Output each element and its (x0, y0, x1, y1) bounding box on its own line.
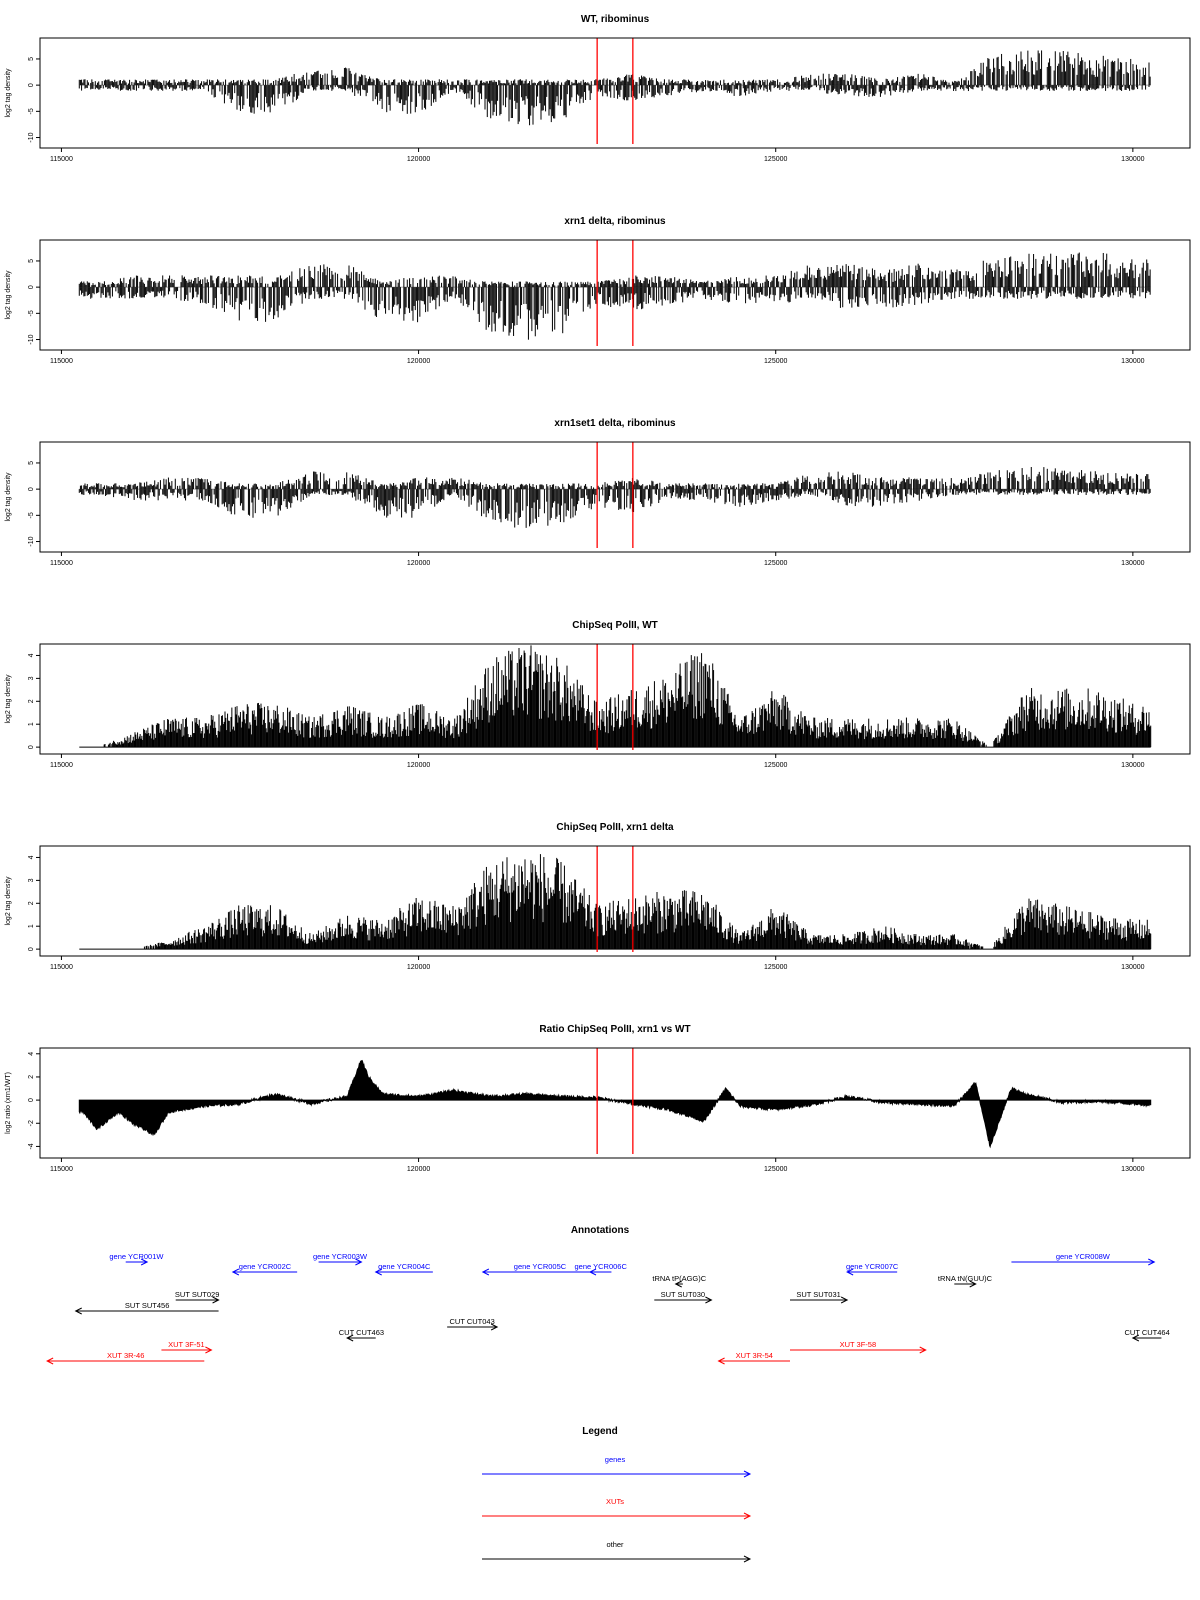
y-tick-label: 5 (28, 57, 35, 61)
plot-frame (39, 441, 1191, 553)
chart-panel-1: WT, ribominus log2 tag density 5 0 -5 -10 1150… (5, 14, 1191, 163)
x-tick-label: 120000 (407, 560, 430, 567)
x-tick-label: 125000 (764, 358, 787, 365)
x-tick-label: 115000 (50, 156, 73, 163)
x-tick-label: 130000 (1121, 358, 1144, 365)
x-tick-label: 115000 (50, 358, 73, 365)
y-tick-label: -5 (28, 310, 35, 316)
data-marks (78, 252, 1151, 340)
panel-title: xrn1 delta, ribominus (564, 216, 666, 227)
x-tick-label: 130000 (1121, 560, 1144, 567)
panel-title: WT, ribominus (581, 14, 650, 25)
y-tick-label: -10 (28, 536, 35, 546)
x-tick-label: 130000 (1121, 156, 1144, 163)
y-axis-label: log2 tag density (5, 472, 12, 522)
plot-frame (39, 37, 1191, 149)
panel-title: xrn1set1 delta, ribominus (554, 418, 676, 429)
y-tick-label: 0 (28, 285, 35, 289)
chart-panel-3: xrn1set1 delta, ribominus log2 tag densit… (5, 418, 1191, 567)
y-axis-label: log2 tag density (5, 270, 12, 320)
y-axis-label: log2 tag density (5, 674, 12, 724)
data-marks (79, 645, 1152, 748)
data-marks (78, 50, 1151, 126)
y-tick-label: 0 (28, 83, 35, 87)
y-tick-label: -10 (28, 334, 35, 344)
y-tick-label: 5 (28, 461, 35, 465)
y-tick-label: 5 (28, 259, 35, 263)
chart-panel-2: xrn1 delta, ribominus log2 tag density 5 0 -… (5, 216, 1191, 365)
y-tick-label: -10 (28, 132, 35, 142)
y-axis-label: log2 tag density (5, 68, 12, 118)
y-tick-label: -5 (28, 512, 35, 518)
x-tick-label: 120000 (407, 358, 430, 365)
data-marks (78, 466, 1151, 528)
x-tick-label: 115000 (50, 560, 73, 567)
y-tick-label: 0 (28, 487, 35, 491)
panel-title: ChipSeq PolII, WT (572, 620, 658, 631)
x-tick-label: 125000 (764, 156, 787, 163)
x-tick-label: 125000 (764, 560, 787, 567)
plot-frame (39, 239, 1191, 351)
y-tick-label: -5 (28, 108, 35, 114)
x-tick-label: 120000 (407, 156, 430, 163)
chart-panels: WT, ribominus log2 tag density 5 0 -5 -10 1150… (5, 14, 1191, 1173)
